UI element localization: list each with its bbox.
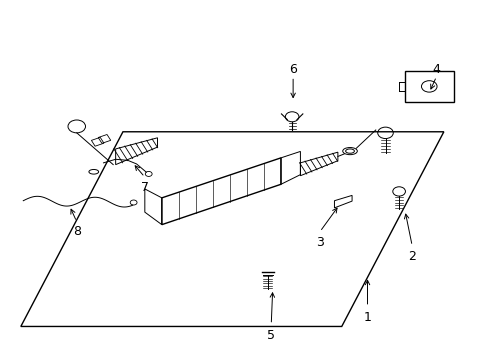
Text: 5: 5 bbox=[267, 329, 275, 342]
Text: 6: 6 bbox=[288, 63, 296, 76]
Bar bbox=[404, 71, 453, 102]
Text: 7: 7 bbox=[141, 181, 148, 194]
Text: 8: 8 bbox=[73, 225, 81, 238]
Text: 2: 2 bbox=[407, 250, 415, 263]
Text: 3: 3 bbox=[315, 236, 323, 249]
Text: 1: 1 bbox=[363, 311, 371, 324]
Text: 4: 4 bbox=[432, 63, 440, 76]
